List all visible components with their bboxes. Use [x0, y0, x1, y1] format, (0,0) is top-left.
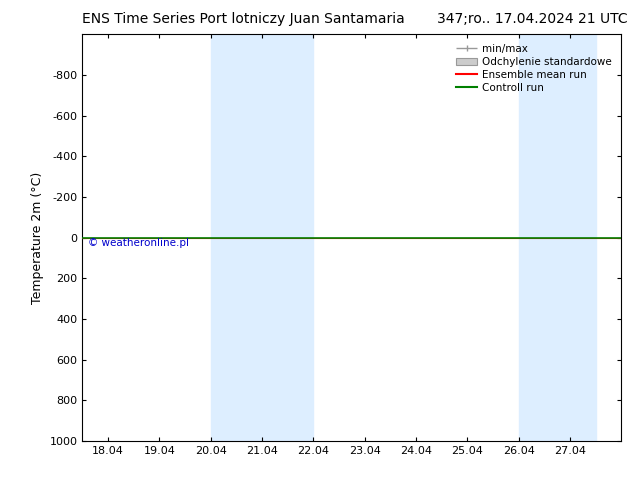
Bar: [210, 34, 313, 441]
Legend: min/max, Odchylenie standardowe, Ensemble mean run, Controll run: min/max, Odchylenie standardowe, Ensembl…: [452, 40, 616, 97]
Text: 347;ro.. 17.04.2024 21 UTC: 347;ro.. 17.04.2024 21 UTC: [437, 12, 628, 26]
Y-axis label: Temperature 2m (°C): Temperature 2m (°C): [31, 172, 44, 304]
Bar: [519, 34, 596, 441]
Text: ENS Time Series Port lotniczy Juan Santamaria: ENS Time Series Port lotniczy Juan Santa…: [82, 12, 405, 26]
Text: © weatheronline.pl: © weatheronline.pl: [87, 238, 189, 247]
